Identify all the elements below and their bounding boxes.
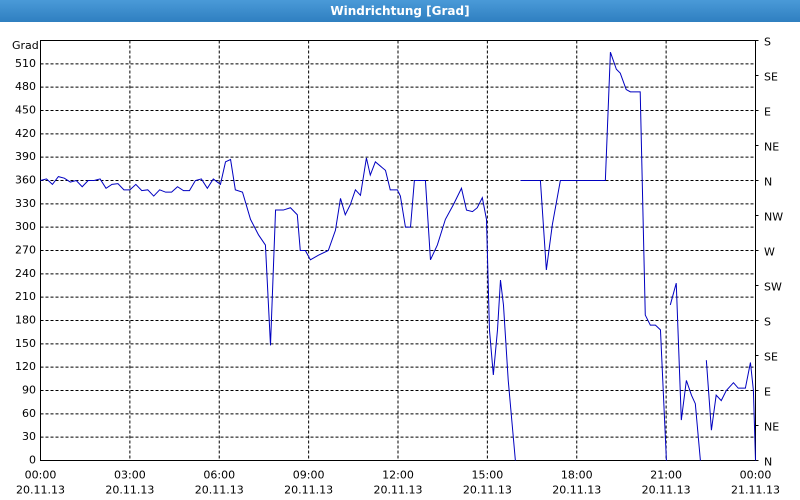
x-tick-label: 03:00 <box>114 469 146 482</box>
x-tick-label: 06:00 <box>203 469 235 482</box>
y-tick-label: 480 <box>15 80 36 93</box>
y-tick-label: 360 <box>15 174 36 187</box>
y-tick-label: 390 <box>15 150 36 163</box>
y2-tick-label: W <box>764 246 775 259</box>
x-tick-date: 20.11.13 <box>284 484 333 497</box>
y2-tick-label: S <box>764 36 771 49</box>
y-tick-label: 210 <box>15 290 36 303</box>
y-tick-label: 450 <box>15 104 36 117</box>
y-tick-label: 60 <box>22 407 36 420</box>
chart: Grad 0 30 60 90 120 150 180 210 240 270 300 330 360 3… <box>12 36 783 497</box>
x-tick-label: 15:00 <box>472 469 504 482</box>
y-tick-label: 330 <box>15 197 36 210</box>
x-tick-label: 00:00 <box>740 469 772 482</box>
y2-tick-label: E <box>764 386 771 399</box>
y-tick-label: 180 <box>15 314 36 327</box>
chart-title: Windrichtung [Grad] <box>0 0 800 22</box>
y-tick-label: 240 <box>15 267 36 280</box>
y2-tick-label: SE <box>764 351 778 364</box>
y2-tick-label: NE <box>764 421 779 434</box>
y-tick-label: 0 <box>29 454 36 467</box>
x-tick-label: 21:00 <box>650 469 682 482</box>
x-tick-label: 18:00 <box>561 469 593 482</box>
y2-tick-label: N <box>764 456 772 469</box>
y2-tick-label: SW <box>764 281 782 294</box>
y-axis-label: Grad <box>12 39 39 52</box>
x-tick-label: 09:00 <box>293 469 325 482</box>
y-tick-label: 270 <box>15 244 36 257</box>
x-tick-label: 12:00 <box>382 469 414 482</box>
y-tick-label: 30 <box>22 430 36 443</box>
y-tick-label: 120 <box>15 360 36 373</box>
y2-tick-label: NE <box>764 141 779 154</box>
y-tick-label: 300 <box>15 220 36 233</box>
x-tick-date: 20.11.13 <box>105 484 154 497</box>
y2-tick-label: E <box>764 106 771 119</box>
y2-tick-label: N <box>764 176 772 189</box>
x-tick-date: 20.11.13 <box>374 484 423 497</box>
x-tick-date: 20.11.13 <box>642 484 691 497</box>
x-tick-date: 20.11.13 <box>16 484 65 497</box>
y2-tick-label: SE <box>764 71 778 84</box>
data-line <box>40 52 756 461</box>
x-tick-label: 00:00 <box>25 469 57 482</box>
x-tick-date: 21.11.13 <box>731 484 780 497</box>
x-tick-date: 20.11.13 <box>552 484 601 497</box>
x-tick-date: 20.11.13 <box>195 484 244 497</box>
y-tick-label: 510 <box>15 57 36 70</box>
x-tick-date: 20.11.13 <box>463 484 512 497</box>
y-tick-label: 420 <box>15 127 36 140</box>
y2-tick-label: S <box>764 316 771 329</box>
y-tick-label: 90 <box>22 384 36 397</box>
y2-tick-label: NW <box>764 211 783 224</box>
y-tick-label: 150 <box>15 337 36 350</box>
